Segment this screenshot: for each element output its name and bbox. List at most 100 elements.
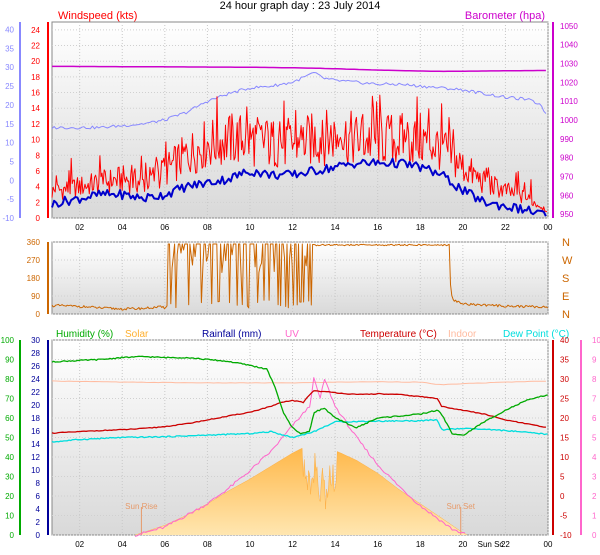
rainfall-tick: 2: [36, 518, 41, 527]
x-tick-label: 04: [118, 540, 127, 549]
temperature-tick: 20: [560, 414, 569, 423]
outer-wind-line: [51, 72, 547, 130]
outer-wind-tick: 0: [10, 176, 15, 185]
indoor-temperature-line: [51, 380, 546, 386]
barometer-tick: 970: [560, 173, 574, 182]
compass-label: E: [562, 291, 569, 303]
windspeed-tick: 14: [31, 104, 40, 113]
x-tick-label: 10: [246, 223, 255, 232]
uv-tick: 6: [592, 414, 597, 423]
x-tick-label: 06: [160, 223, 169, 232]
x-tick-label: 22: [501, 223, 510, 232]
humidity-tick: 80: [5, 375, 14, 384]
direction-tick: 270: [27, 256, 41, 265]
temperature-tick: 15: [560, 434, 569, 443]
outer-wind-tick: -10: [2, 214, 14, 223]
x-tick-label: 06: [160, 540, 169, 549]
direction-tick: 0: [36, 310, 41, 319]
x-tick-label: 02: [75, 223, 84, 232]
windspeed-tick: 20: [31, 57, 40, 66]
windspeed-tick: 22: [31, 42, 40, 51]
rainfall-tick: 14: [31, 440, 40, 449]
barometer-tick: 980: [560, 154, 574, 163]
average-wind-line: [51, 157, 547, 217]
temperature-tick: 30: [560, 375, 569, 384]
x-tick-label: 12: [288, 540, 297, 549]
uv-tick: 3: [592, 473, 597, 482]
outer-wind-tick: 5: [10, 157, 15, 166]
wind-barometer-panel: Windspeed (kts) Barometer (hpa)2422201816…: [2, 10, 578, 232]
barometer-tick: 990: [560, 135, 574, 144]
humidity-tick: 40: [5, 453, 14, 462]
humidity-tick: 0: [10, 531, 15, 540]
uv-tick: 8: [592, 375, 597, 384]
windspeed-tick: 24: [31, 26, 40, 35]
outer-wind-tick: 20: [5, 101, 14, 110]
temperature-tick: 40: [560, 336, 569, 345]
rainfall-tick: 18: [31, 414, 40, 423]
legend-item: Temperature (°C): [360, 329, 437, 340]
humidity-tick: 60: [5, 414, 14, 423]
compass-label: S: [562, 273, 569, 285]
sunset-label: Sun Set: [446, 502, 475, 511]
temperature-tick: -5: [560, 512, 568, 521]
sunrise-label: Sun Rise: [125, 502, 158, 511]
windspeed-tick: 4: [36, 183, 41, 192]
x-tick-label: 14: [331, 540, 340, 549]
direction-tick: 360: [27, 238, 41, 247]
legend-item: Dew Point (°C): [503, 329, 569, 340]
outer-wind-tick: 25: [5, 82, 14, 91]
x-tick-label: 04: [118, 223, 127, 232]
uv-tick: 2: [592, 492, 597, 501]
temperature-tick: 10: [560, 453, 569, 462]
climate-panel: Humidity (%) Solar Rainfall (mm) UV Temperat…: [1, 329, 600, 549]
outer-wind-tick: 35: [5, 44, 14, 53]
temperature-tick: 25: [560, 395, 569, 404]
temperature-line: [51, 390, 546, 435]
rainfall-tick: 12: [31, 453, 40, 462]
temperature-tick: 5: [560, 473, 565, 482]
windspeed-tick: 8: [36, 151, 41, 160]
direction-tick: 90: [31, 292, 40, 301]
barometer-line: [52, 65, 546, 73]
rainfall-tick: 4: [36, 505, 41, 514]
outer-wind-tick: -5: [7, 195, 15, 204]
dew-point-line: [51, 419, 548, 443]
compass-label: N: [562, 309, 570, 321]
barometer-tick: 1010: [560, 97, 578, 106]
humidity-tick: 100: [1, 336, 15, 345]
uv-tick: 10: [592, 336, 600, 345]
chart-title: 24 hour graph day : 23 July 2014: [220, 0, 381, 12]
outer-wind-tick: 10: [5, 139, 14, 148]
windspeed-tick: 10: [31, 136, 40, 145]
humidity-tick: 30: [5, 473, 14, 482]
rainfall-tick: 0: [36, 531, 41, 540]
legend-item: Indoor: [448, 329, 477, 340]
rainfall-tick: 24: [31, 375, 40, 384]
uv-tick: 4: [592, 453, 597, 462]
x-tick-label: 16: [373, 540, 382, 549]
outer-wind-tick: 15: [5, 120, 14, 129]
uv-tick: 0: [592, 531, 597, 540]
outer-wind-tick: 30: [5, 63, 14, 72]
x-tick-label: 22: [501, 540, 510, 549]
x-tick-label: 16: [373, 223, 382, 232]
x-tick-label: 14: [331, 223, 340, 232]
humidity-tick: 90: [5, 356, 14, 365]
humidity-tick: 70: [5, 395, 14, 404]
barometer-tick: 1020: [560, 78, 578, 87]
uv-tick: 5: [592, 434, 597, 443]
x-tick-label: 08: [203, 223, 212, 232]
barometer-tick: 1030: [560, 59, 578, 68]
rainfall-tick: 30: [31, 336, 40, 345]
rainfall-tick: 26: [31, 362, 40, 371]
legend-item: UV: [285, 329, 299, 340]
windspeed-tick: 12: [31, 120, 40, 129]
rainfall-tick: 20: [31, 401, 40, 410]
rainfall-tick: 16: [31, 427, 40, 436]
rainfall-tick: 10: [31, 466, 40, 475]
x-tick-label: 12: [288, 223, 297, 232]
x-tick-label: 00: [544, 540, 553, 549]
compass-label: W: [562, 255, 573, 267]
legend-item: Solar: [125, 329, 149, 340]
